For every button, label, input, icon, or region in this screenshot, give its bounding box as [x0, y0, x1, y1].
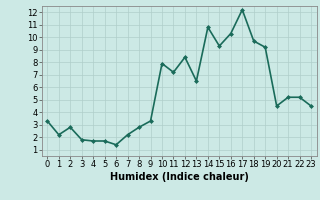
- X-axis label: Humidex (Indice chaleur): Humidex (Indice chaleur): [110, 172, 249, 182]
